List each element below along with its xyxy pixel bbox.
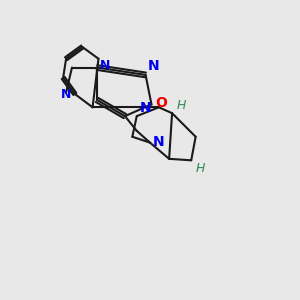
Text: N: N <box>148 59 160 74</box>
Text: H: H <box>176 99 186 112</box>
Text: N: N <box>100 59 110 72</box>
Text: O: O <box>155 97 167 110</box>
Text: N: N <box>61 88 71 100</box>
Text: H: H <box>196 162 205 175</box>
Text: N: N <box>140 101 152 115</box>
Text: N: N <box>153 135 165 149</box>
